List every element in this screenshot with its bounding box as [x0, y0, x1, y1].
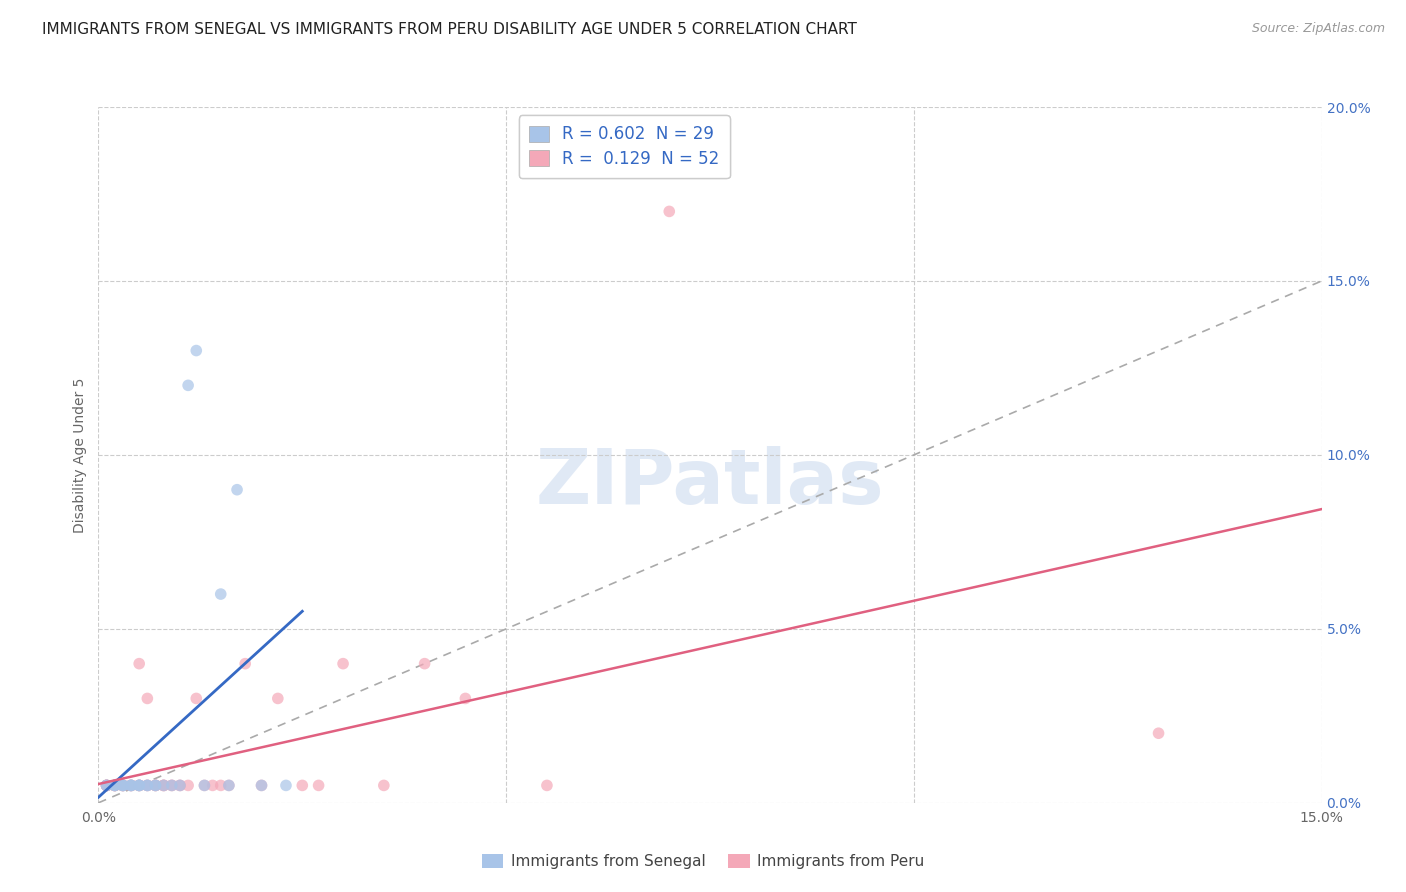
Point [218, 778, 240, 792]
Point [145, 778, 167, 792]
Point [111, 778, 134, 792]
Point [186, 343, 208, 358]
Point [128, 657, 150, 671]
Point [128, 778, 150, 792]
Legend: Immigrants from Senegal, Immigrants from Peru: Immigrants from Senegal, Immigrants from… [475, 848, 931, 875]
Point [209, 587, 232, 601]
Point [186, 691, 208, 706]
Point [120, 778, 142, 792]
Point [332, 657, 354, 671]
Point [177, 378, 200, 392]
Y-axis label: Disability Age Under 5: Disability Age Under 5 [73, 377, 87, 533]
Point [226, 483, 249, 497]
Point [96, 778, 118, 792]
Legend: R = 0.602  N = 29, R =  0.129  N = 52: R = 0.602 N = 29, R = 0.129 N = 52 [519, 115, 730, 178]
Point [120, 778, 142, 792]
Point [177, 778, 200, 792]
Point [128, 778, 150, 792]
Point [267, 691, 290, 706]
Point [454, 691, 477, 706]
Point [145, 778, 167, 792]
Point [169, 778, 191, 792]
Point [104, 778, 127, 792]
Text: Source: ZipAtlas.com: Source: ZipAtlas.com [1251, 22, 1385, 36]
Point [145, 778, 167, 792]
Point [96, 778, 118, 792]
Point [250, 778, 273, 792]
Point [152, 778, 174, 792]
Point [96, 778, 118, 792]
Point [96, 778, 118, 792]
Point [233, 657, 256, 671]
Point [250, 778, 273, 792]
Point [104, 778, 127, 792]
Point [193, 778, 215, 792]
Point [111, 778, 134, 792]
Point [104, 778, 127, 792]
Point [96, 778, 118, 792]
Point [104, 778, 127, 792]
Point [111, 778, 134, 792]
Point [136, 778, 159, 792]
Point [120, 778, 142, 792]
Point [218, 778, 240, 792]
Point [128, 778, 150, 792]
Point [169, 778, 191, 792]
Point [169, 778, 191, 792]
Point [104, 778, 127, 792]
Point [413, 657, 436, 671]
Point [152, 778, 174, 792]
Point [128, 778, 150, 792]
Point [160, 778, 183, 792]
Point [308, 778, 330, 792]
Point [120, 778, 142, 792]
Point [136, 778, 159, 792]
Point [658, 204, 681, 219]
Point [209, 778, 232, 792]
Point [104, 778, 127, 792]
Point [274, 778, 297, 792]
Point [136, 691, 159, 706]
Point [136, 778, 159, 792]
Text: IMMIGRANTS FROM SENEGAL VS IMMIGRANTS FROM PERU DISABILITY AGE UNDER 5 CORRELATI: IMMIGRANTS FROM SENEGAL VS IMMIGRANTS FR… [42, 22, 858, 37]
Point [291, 778, 314, 792]
Point [111, 778, 134, 792]
Point [136, 778, 159, 792]
Point [104, 778, 127, 792]
Point [128, 778, 150, 792]
Point [152, 778, 174, 792]
Point [193, 778, 215, 792]
Point [160, 778, 183, 792]
Point [111, 778, 134, 792]
Point [145, 778, 167, 792]
Point [111, 778, 134, 792]
Point [104, 778, 127, 792]
Point [111, 778, 134, 792]
Point [536, 778, 558, 792]
Point [373, 778, 395, 792]
Point [128, 778, 150, 792]
Point [152, 778, 174, 792]
Point [120, 778, 142, 792]
Point [120, 778, 142, 792]
Point [96, 778, 118, 792]
Point [145, 778, 167, 792]
Point [1147, 726, 1170, 740]
Point [201, 778, 224, 792]
Point [96, 778, 118, 792]
Point [160, 778, 183, 792]
Text: ZIPatlas: ZIPatlas [536, 446, 884, 520]
